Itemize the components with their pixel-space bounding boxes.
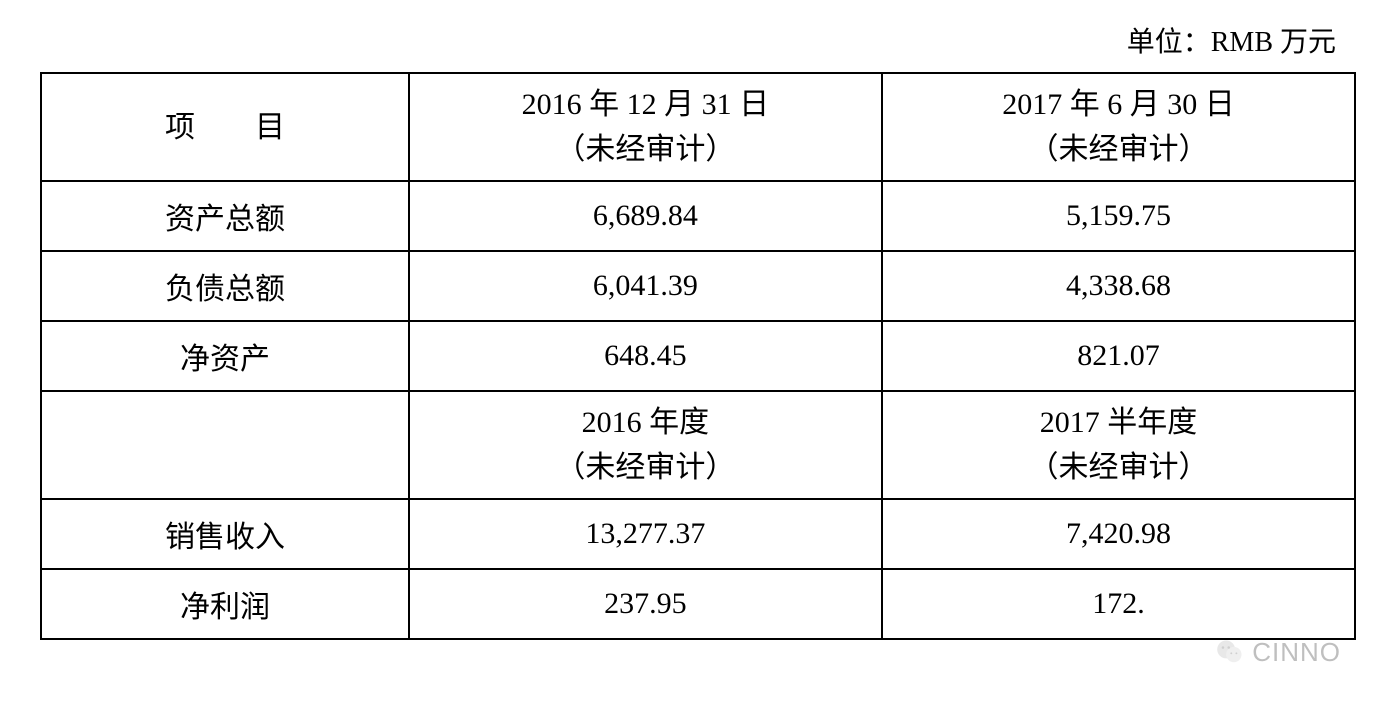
table-row: 净利润 237.95 172. [41, 569, 1355, 639]
table-row: 负债总额 6,041.39 4,338.68 [41, 251, 1355, 321]
mid-header-col2-line2: （未经审计） [555, 451, 735, 484]
row-label: 资产总额 [41, 181, 409, 251]
row-value: 6,689.84 [409, 181, 882, 251]
financial-table: 项 目 2016 年 12 月 31 日 （未经审计） 2017 年 6 月 3… [40, 72, 1356, 640]
header-col2-line2: （未经审计） [555, 133, 735, 166]
row-value: 4,338.68 [882, 251, 1355, 321]
row-label: 净利润 [41, 569, 409, 639]
table-row: 资产总额 6,689.84 5,159.75 [41, 181, 1355, 251]
header-item: 项 目 [41, 73, 409, 181]
header-col3-line1: 2017 年 6 月 30 日 [1002, 88, 1235, 121]
row-label: 净资产 [41, 321, 409, 391]
row-value: 5,159.75 [882, 181, 1355, 251]
mid-header-col3: 2017 半年度 （未经审计） [882, 391, 1355, 499]
wechat-icon [1214, 636, 1246, 668]
header-col2-line1: 2016 年 12 月 31 日 [522, 88, 770, 121]
row-value: 13,277.37 [409, 499, 882, 569]
header-col2: 2016 年 12 月 31 日 （未经审计） [409, 73, 882, 181]
table-header-row: 项 目 2016 年 12 月 31 日 （未经审计） 2017 年 6 月 3… [41, 73, 1355, 181]
row-label: 销售收入 [41, 499, 409, 569]
mid-header-item [41, 391, 409, 499]
row-value: 7,420.98 [882, 499, 1355, 569]
row-value: 172. [882, 569, 1355, 639]
row-value: 6,041.39 [409, 251, 882, 321]
row-label: 负债总额 [41, 251, 409, 321]
unit-label: 单位：RMB 万元 [40, 20, 1356, 60]
table-mid-header-row: 2016 年度 （未经审计） 2017 半年度 （未经审计） [41, 391, 1355, 499]
mid-header-col2-line1: 2016 年度 [582, 406, 710, 439]
row-value: 237.95 [409, 569, 882, 639]
mid-header-col2: 2016 年度 （未经审计） [409, 391, 882, 499]
watermark: CINNO [1214, 636, 1341, 668]
row-value: 821.07 [882, 321, 1355, 391]
header-col3: 2017 年 6 月 30 日 （未经审计） [882, 73, 1355, 181]
mid-header-col3-line2: （未经审计） [1028, 451, 1208, 484]
mid-header-col3-line1: 2017 半年度 [1040, 406, 1198, 439]
table-row: 销售收入 13,277.37 7,420.98 [41, 499, 1355, 569]
header-col3-line2: （未经审计） [1028, 133, 1208, 166]
table-row: 净资产 648.45 821.07 [41, 321, 1355, 391]
watermark-text: CINNO [1252, 637, 1341, 668]
row-value: 648.45 [409, 321, 882, 391]
header-item-text: 项 目 [165, 111, 285, 144]
